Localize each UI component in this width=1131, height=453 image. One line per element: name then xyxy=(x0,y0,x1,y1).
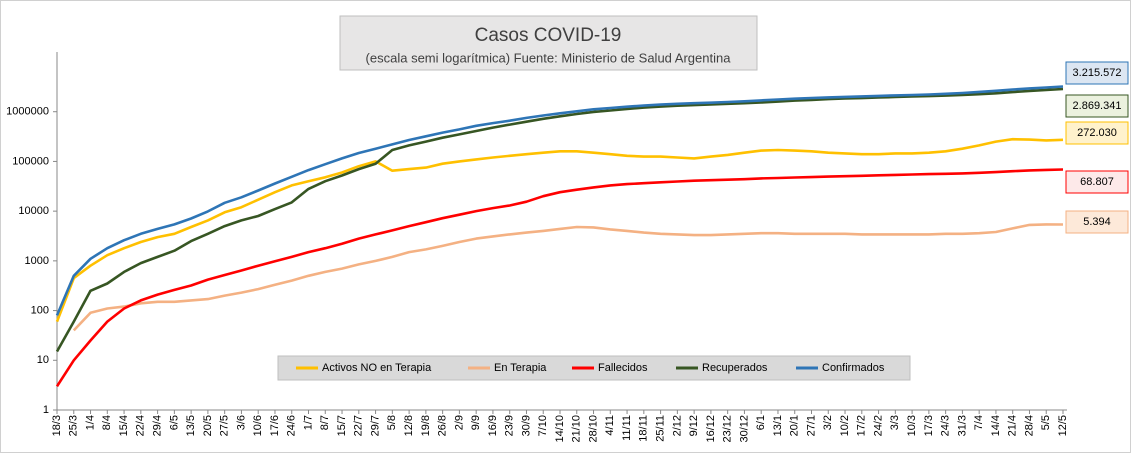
x-tick-label: 20/5 xyxy=(202,415,214,436)
x-tick-label: 28/10 xyxy=(587,415,599,443)
x-tick-label: 17/3 xyxy=(923,415,935,436)
x-tick-label: 26/8 xyxy=(437,415,449,436)
y-tick-label: 1 xyxy=(43,404,49,416)
x-tick-label: 9/9 xyxy=(470,415,482,430)
x-tick-label: 25/3 xyxy=(68,415,80,436)
x-tick-label: 29/7 xyxy=(369,415,381,436)
x-tick-label: 19/8 xyxy=(420,415,432,436)
y-tick-label: 100000 xyxy=(12,155,49,167)
end-label-box xyxy=(1065,94,1129,118)
x-tick-label: 24/2 xyxy=(872,415,884,436)
x-tick-label: 9/12 xyxy=(688,415,700,436)
x-tick-label: 5/8 xyxy=(386,415,398,430)
x-tick-label: 31/3 xyxy=(956,415,968,436)
legend-label: Recuperados xyxy=(702,362,768,374)
x-tick-label: 7/4 xyxy=(973,415,985,430)
series-line xyxy=(55,168,1064,388)
x-tick-label: 17/2 xyxy=(856,415,868,436)
x-tick-label: 8/7 xyxy=(319,415,331,430)
y-tick-label: 10000 xyxy=(18,205,49,217)
title-box xyxy=(339,15,758,71)
x-tick-label: 16/9 xyxy=(487,415,499,436)
x-tick-label: 12/8 xyxy=(403,415,415,436)
end-label-box xyxy=(1065,61,1129,85)
x-tick-label: 6/1 xyxy=(755,415,767,430)
x-tick-label: 21/4 xyxy=(1007,415,1019,436)
x-tick-label: 3/3 xyxy=(889,415,901,430)
x-tick-label: 15/7 xyxy=(336,415,348,436)
end-label-box xyxy=(1065,121,1129,145)
series-line xyxy=(55,137,1064,323)
x-tick-label: 30/9 xyxy=(520,415,532,436)
x-tick-label: 28/4 xyxy=(1023,415,1035,436)
x-tick-label: 22/4 xyxy=(135,415,147,436)
y-tick-label: 10 xyxy=(37,354,49,366)
x-tick-label: 27/5 xyxy=(219,415,231,436)
x-tick-label: 13/1 xyxy=(772,415,784,436)
x-tick-label: 2/9 xyxy=(453,415,465,430)
x-tick-label: 24/6 xyxy=(286,415,298,436)
x-tick-label: 6/5 xyxy=(168,415,180,430)
x-tick-label: 14/10 xyxy=(554,415,566,443)
x-tick-label: 30/12 xyxy=(738,415,750,443)
end-label-box xyxy=(1065,170,1129,194)
x-tick-label: 1/7 xyxy=(302,415,314,430)
end-label: 272.030 xyxy=(1077,127,1117,139)
series-line xyxy=(55,87,1064,353)
x-tick-label: 22/7 xyxy=(353,415,365,436)
y-tick-label: 100 xyxy=(31,304,49,316)
y-tick-label: 1000 xyxy=(25,255,49,267)
x-tick-label: 13/5 xyxy=(185,415,197,436)
x-tick-label: 11/11 xyxy=(621,415,633,441)
x-tick-label: 3/2 xyxy=(822,415,834,430)
x-tick-label: 5/5 xyxy=(1040,415,1052,430)
x-tick-label: 3/6 xyxy=(235,415,247,430)
x-tick-label: 23/12 xyxy=(722,415,734,443)
x-tick-label: 18/3 xyxy=(51,415,63,436)
x-tick-label: 10/2 xyxy=(839,415,851,436)
x-tick-label: 21/10 xyxy=(571,415,583,443)
x-tick-label: 29/4 xyxy=(152,415,164,436)
x-tick-label: 27/1 xyxy=(805,415,817,436)
legend-label: Fallecidos xyxy=(598,362,648,374)
legend-label: En Terapia xyxy=(494,362,547,374)
legend-label: Activos NO en Terapia xyxy=(322,362,432,374)
x-tick-label: 12/5 xyxy=(1057,415,1069,436)
x-tick-label: 14/4 xyxy=(990,415,1002,436)
x-tick-label: 25/11 xyxy=(655,415,667,442)
legend-label: Confirmados xyxy=(822,362,885,374)
end-label: 3.215.572 xyxy=(1073,67,1122,79)
x-tick-label: 10/3 xyxy=(906,415,918,436)
x-tick-label: 15/4 xyxy=(118,415,130,436)
x-tick-label: 4/11 xyxy=(604,415,616,436)
end-label: 2.869.341 xyxy=(1073,100,1122,112)
x-tick-label: 18/11 xyxy=(638,415,650,442)
x-tick-label: 16/12 xyxy=(705,415,717,443)
x-tick-label: 1/4 xyxy=(84,415,96,430)
end-label: 5.394 xyxy=(1083,216,1111,228)
end-label: 68.807 xyxy=(1080,176,1114,188)
series-line xyxy=(55,85,1064,316)
x-tick-label: 17/6 xyxy=(269,415,281,436)
x-tick-label: 24/3 xyxy=(940,415,952,436)
end-label-box xyxy=(1065,210,1129,234)
y-tick-label: 1000000 xyxy=(6,106,49,118)
x-tick-label: 2/12 xyxy=(671,415,683,436)
chart-subtitle: (escala semi logarítmica) Fuente: Minist… xyxy=(366,50,732,65)
series-line xyxy=(72,223,1064,332)
x-tick-label: 10/6 xyxy=(252,415,264,436)
chart-title: Casos COVID-19 xyxy=(475,25,622,46)
x-tick-label: 23/9 xyxy=(504,415,516,436)
x-tick-label: 7/10 xyxy=(537,415,549,436)
x-tick-label: 8/4 xyxy=(101,415,113,430)
x-tick-label: 20/1 xyxy=(789,415,801,436)
